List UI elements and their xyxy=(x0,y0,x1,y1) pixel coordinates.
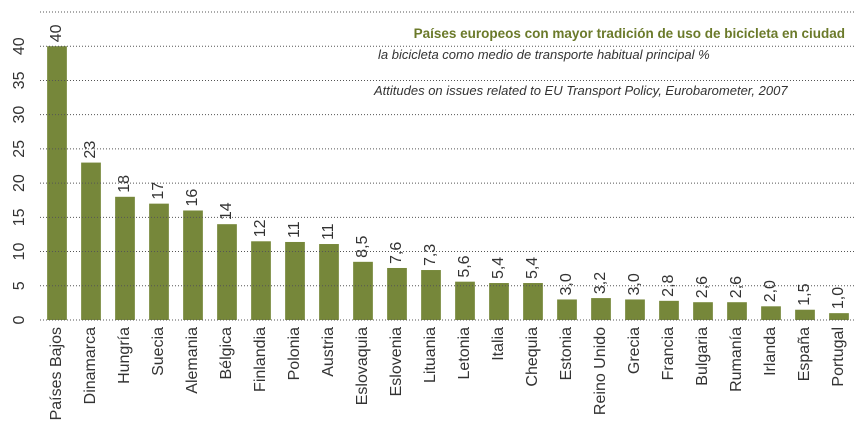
bar xyxy=(693,302,713,320)
value-label: 14 xyxy=(218,202,235,220)
bar xyxy=(47,46,67,320)
x-tick-label: Bélgica xyxy=(218,327,235,380)
x-tick-label: Lituania xyxy=(422,327,439,383)
bar xyxy=(387,267,407,320)
value-label: 1,0 xyxy=(830,287,847,309)
value-label: 2,0 xyxy=(762,280,779,302)
bar xyxy=(659,300,679,320)
x-tick-label: Eslovaquia xyxy=(354,327,371,405)
x-tick-label: Estonia xyxy=(558,327,575,380)
value-label: 12 xyxy=(252,219,269,237)
value-label: 5,4 xyxy=(490,257,507,279)
x-tick-label: Hungría xyxy=(116,327,133,384)
y-tick-label: 30 xyxy=(11,106,28,124)
x-tick-label: España xyxy=(796,327,813,381)
bar xyxy=(829,313,849,320)
x-tick-label: Portugal xyxy=(830,327,847,387)
chart-subtitle: la bicicleta como medio de transporte ha… xyxy=(378,47,710,62)
value-label: 3,2 xyxy=(592,272,609,294)
bar xyxy=(489,283,509,320)
bar xyxy=(455,281,475,320)
chart-title: Países europeos con mayor tradición de u… xyxy=(414,26,845,41)
bar xyxy=(625,299,645,320)
value-label: 7,6 xyxy=(388,242,405,264)
x-tick-label: Polonia xyxy=(286,327,303,380)
value-label: 2,6 xyxy=(728,276,745,298)
value-label: 18 xyxy=(116,175,133,193)
bar xyxy=(523,283,543,320)
x-tick-label: Alemania xyxy=(184,327,201,394)
bar xyxy=(285,241,305,320)
y-tick-label: 15 xyxy=(11,208,28,226)
value-label: 16 xyxy=(184,189,201,207)
bar xyxy=(115,196,135,320)
bar xyxy=(183,210,203,320)
bar xyxy=(217,224,237,320)
value-label: 7,3 xyxy=(422,244,439,266)
value-label: 3,0 xyxy=(626,273,643,295)
bar xyxy=(557,299,577,320)
bar xyxy=(319,244,339,320)
x-tick-label: Reino Unido xyxy=(592,327,609,415)
x-tick-label: Dinamarca xyxy=(82,327,99,404)
x-tick-label: Grecia xyxy=(626,327,643,374)
value-label: 17 xyxy=(150,182,167,200)
x-tick-label: Finlandia xyxy=(252,327,269,392)
value-label: 1,5 xyxy=(796,283,813,305)
y-tick-label: 5 xyxy=(11,281,28,290)
value-label: 23 xyxy=(82,141,99,159)
y-tick-label: 20 xyxy=(11,174,28,192)
bar xyxy=(149,203,169,320)
y-tick-label: 0 xyxy=(11,315,28,324)
y-tick-label: 10 xyxy=(11,243,28,261)
value-label: 8,5 xyxy=(354,235,371,257)
x-tick-label: Bulgaria xyxy=(694,327,711,386)
chart-source: Attitudes on issues related to EU Transp… xyxy=(373,83,788,98)
bar xyxy=(353,261,373,320)
y-tick-label: 35 xyxy=(11,71,28,89)
bar xyxy=(251,241,271,320)
value-label: 5,6 xyxy=(456,255,473,277)
x-tick-label: Rumanía xyxy=(728,327,745,392)
x-tick-label: Países Bajos xyxy=(48,327,65,420)
x-tick-label: Austria xyxy=(320,327,337,377)
x-tick-label: Suecia xyxy=(150,327,167,376)
value-label: 40 xyxy=(48,24,65,42)
value-label: 2,8 xyxy=(660,274,677,296)
bar xyxy=(81,162,101,320)
y-tick-label: 40 xyxy=(11,37,28,55)
x-tick-label: Italia xyxy=(490,327,507,361)
value-label: 11 xyxy=(320,223,337,240)
value-label: 2,6 xyxy=(694,276,711,298)
bar xyxy=(795,309,815,320)
bar xyxy=(727,302,747,320)
x-tick-label: Letonia xyxy=(456,327,473,380)
bar xyxy=(761,306,781,320)
x-tick-label: Chequia xyxy=(524,327,541,387)
value-label: 11 xyxy=(286,221,303,238)
x-tick-label: Francia xyxy=(660,327,677,380)
x-tick-label: Irlanda xyxy=(762,327,779,376)
bar xyxy=(421,270,441,320)
value-label: 5,4 xyxy=(524,257,541,279)
x-tick-label: Eslovenia xyxy=(388,327,405,396)
value-label: 3,0 xyxy=(558,273,575,295)
bar xyxy=(591,298,611,320)
y-tick-label: 25 xyxy=(11,140,28,158)
